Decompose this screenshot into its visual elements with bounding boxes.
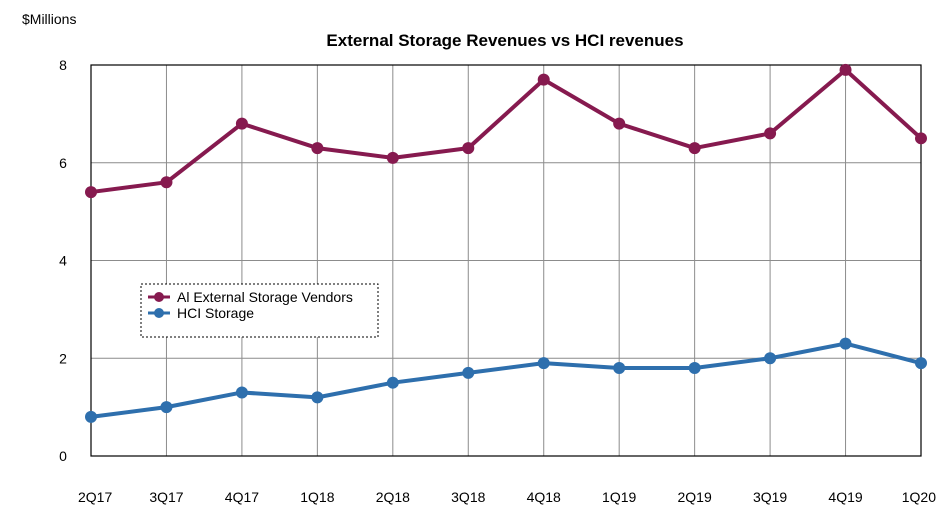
y-tick-label: 0 — [59, 448, 67, 464]
x-tick-label: 3Q19 — [753, 489, 787, 505]
legend-marker — [154, 308, 164, 318]
x-tick-label: 3Q18 — [451, 489, 485, 505]
y-tick-label: 6 — [59, 155, 67, 171]
chart-title: External Storage Revenues vs HCI revenue… — [326, 31, 683, 50]
x-tick-label: 1Q19 — [602, 489, 636, 505]
data-point — [160, 401, 173, 414]
y-axis-label: $Millions — [22, 11, 76, 27]
x-tick-label: 2Q18 — [376, 489, 410, 505]
y-tick-labels: 0 2 4 6 8 — [59, 57, 67, 464]
data-point — [462, 142, 475, 155]
x-tick-label: 4Q17 — [225, 489, 259, 505]
data-point — [235, 117, 248, 130]
data-point — [386, 151, 399, 164]
series-line — [89, 67, 923, 195]
data-point — [839, 337, 852, 350]
plot-area-frame — [90, 64, 922, 457]
x-tick-label: 2Q19 — [678, 489, 712, 505]
data-point — [311, 391, 324, 404]
legend-item: HCI Storage — [148, 305, 254, 321]
legend-marker — [154, 292, 164, 302]
data-point — [462, 366, 475, 379]
x-tick-labels: 2Q17 3Q17 4Q17 1Q18 2Q18 3Q18 4Q18 1Q19 2Q19 3Q19… — [78, 489, 936, 505]
data-point — [613, 362, 626, 375]
data-point — [85, 410, 97, 423]
data-point — [537, 73, 550, 86]
data-point — [688, 142, 701, 155]
x-tick-label: 2Q17 — [78, 489, 112, 505]
data-point — [915, 357, 927, 370]
legend-label: Al External Storage Vendors — [177, 289, 353, 305]
series-1 — [85, 63, 927, 199]
data-point — [85, 186, 97, 199]
x-tick-label: 3Q17 — [149, 489, 183, 505]
data-point — [839, 63, 852, 76]
x-tick-label: 4Q18 — [527, 489, 561, 505]
y-tick-label: 2 — [59, 350, 67, 366]
data-point — [915, 132, 927, 145]
data-point — [688, 362, 701, 375]
legend-box — [140, 283, 379, 338]
data-point — [764, 127, 777, 140]
x-tick-label: 1Q20 — [902, 489, 936, 505]
x-tick-label: 4Q19 — [828, 489, 862, 505]
data-point — [235, 386, 248, 399]
data-point — [613, 117, 626, 130]
series-line — [89, 341, 923, 419]
data-point — [160, 176, 173, 189]
data-point — [764, 352, 777, 365]
legend-label: HCI Storage — [177, 305, 254, 321]
data-point — [386, 376, 399, 389]
data-point — [311, 142, 324, 155]
legend-item: Al External Storage Vendors — [148, 289, 353, 305]
x-tick-label: 1Q18 — [300, 489, 334, 505]
y-tick-label: 8 — [59, 57, 67, 73]
series-2 — [85, 337, 927, 423]
series-layer — [85, 63, 927, 423]
data-point — [537, 357, 550, 370]
y-tick-label: 4 — [59, 253, 67, 269]
